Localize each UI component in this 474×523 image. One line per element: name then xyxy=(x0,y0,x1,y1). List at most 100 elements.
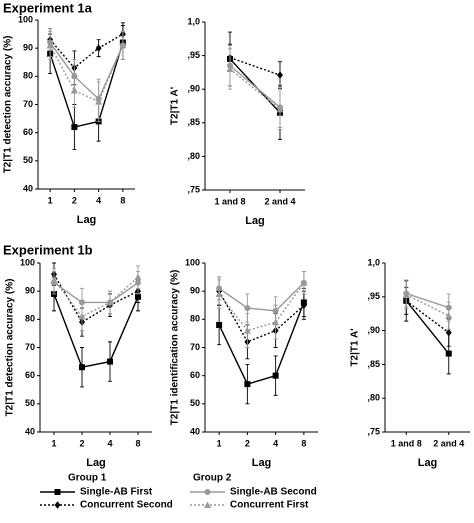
marker xyxy=(300,279,308,286)
x-tick-label: 8 xyxy=(135,438,140,448)
x-tick-label: 4 xyxy=(107,438,112,448)
x-tick-label: 2 and 4 xyxy=(264,196,295,206)
marker xyxy=(276,105,284,113)
legend-label: Concurrent First xyxy=(230,500,309,511)
marker xyxy=(107,358,113,365)
series-line xyxy=(53,282,139,304)
y-tick-label: ,85 xyxy=(367,359,380,369)
marker xyxy=(46,41,54,49)
y-tick-label: 50 xyxy=(23,155,33,165)
series-line xyxy=(49,42,124,101)
marker xyxy=(445,350,452,357)
y-axis-label: T2|T1 A' xyxy=(170,87,181,125)
x-tick-label: 1 and 8 xyxy=(391,438,422,448)
marker xyxy=(78,313,86,320)
series-line xyxy=(218,302,305,385)
y-tick-label: ,85 xyxy=(187,117,200,127)
x-tick-label: 2 xyxy=(72,195,77,205)
marker xyxy=(226,65,234,73)
x-tick-label: 2 and 4 xyxy=(433,438,464,448)
marker xyxy=(134,273,142,281)
marker xyxy=(277,71,283,79)
y-tick-label: 90 xyxy=(23,43,33,53)
x-tick-label: 8 xyxy=(120,195,125,205)
marker xyxy=(95,44,102,52)
marker xyxy=(445,328,452,337)
y-tick-label: 50 xyxy=(190,398,200,408)
y-tick-label: 1,0 xyxy=(187,16,200,26)
x-axis-label: Lag xyxy=(252,457,272,469)
y-tick-label: ,80 xyxy=(367,393,380,403)
y-tick-label: 70 xyxy=(25,342,35,352)
legend-group-title: Group 1 xyxy=(68,473,107,484)
x-tick-label: 4 xyxy=(273,438,278,448)
x-tick-label: 8 xyxy=(301,438,306,448)
y-axis-label: T2|T1 identification accuracy (%) xyxy=(170,270,181,426)
x-tick-label: 1 and 8 xyxy=(214,196,245,206)
x-tick-label: 2 xyxy=(245,438,250,448)
series-line xyxy=(229,56,281,76)
y-tick-label: ,95 xyxy=(187,50,200,60)
series-line xyxy=(229,65,281,108)
y-tick-label: ,90 xyxy=(367,325,380,335)
y-tick-label: 60 xyxy=(25,370,35,380)
y-tick-label: 80 xyxy=(25,314,35,324)
legend-marker xyxy=(54,489,61,495)
marker xyxy=(119,41,127,49)
x-axis-label: Lag xyxy=(418,457,438,469)
y-tick-label: ,75 xyxy=(367,426,380,436)
y-tick-label: 90 xyxy=(25,286,35,296)
marker xyxy=(216,321,223,328)
y-tick-label: 1,0 xyxy=(367,257,380,267)
series-line xyxy=(405,300,450,334)
marker xyxy=(445,312,453,319)
y-tick-label: 60 xyxy=(190,370,200,380)
y-tick-label: ,95 xyxy=(367,291,380,301)
marker xyxy=(215,290,223,297)
x-tick-label: 1 xyxy=(217,438,222,448)
y-tick-label: 100 xyxy=(20,257,35,267)
y-axis-label: T2|T1 A' xyxy=(350,328,361,366)
marker xyxy=(244,305,251,312)
y-tick-label: 40 xyxy=(23,183,33,193)
y-tick-label: 80 xyxy=(23,71,33,81)
marker xyxy=(300,301,307,310)
y-tick-label: ,90 xyxy=(187,84,200,94)
series-line xyxy=(218,282,305,312)
marker xyxy=(106,298,114,306)
marker xyxy=(402,291,410,298)
marker xyxy=(50,276,58,283)
section-heading: Experiment 1b xyxy=(3,242,93,257)
legend-marker xyxy=(54,501,61,509)
series-line xyxy=(405,300,450,355)
legend-marker xyxy=(204,501,211,508)
series-line xyxy=(49,33,124,69)
x-tick-label: 1 xyxy=(51,438,56,448)
legend-label: Single-AB Second xyxy=(230,487,317,498)
marker xyxy=(95,98,103,105)
y-tick-label: 80 xyxy=(190,314,200,324)
series-line xyxy=(53,293,139,369)
y-tick-label: ,75 xyxy=(187,184,200,194)
legend-label: Concurrent Second xyxy=(80,500,173,511)
y-tick-label: 50 xyxy=(25,398,35,408)
x-tick-label: 1 xyxy=(48,195,53,205)
marker xyxy=(71,124,78,131)
x-axis-label: Lag xyxy=(77,214,97,226)
section-heading: Experiment 1a xyxy=(3,0,93,15)
x-axis-label: Lag xyxy=(245,215,265,227)
series-line xyxy=(406,292,449,309)
y-axis-label: T2|T1 detection accuracy (%) xyxy=(3,36,14,174)
y-tick-label: 100 xyxy=(185,257,200,267)
y-tick-label: ,80 xyxy=(187,151,200,161)
y-tick-label: 60 xyxy=(23,127,33,137)
series-line xyxy=(49,45,124,103)
y-tick-label: 40 xyxy=(25,426,35,436)
series-line xyxy=(53,276,139,318)
legend-marker xyxy=(204,489,211,495)
marker xyxy=(272,318,280,326)
marker xyxy=(272,372,279,379)
series-line xyxy=(218,282,305,332)
x-tick-label: 2 xyxy=(79,438,84,448)
marker xyxy=(70,86,78,94)
